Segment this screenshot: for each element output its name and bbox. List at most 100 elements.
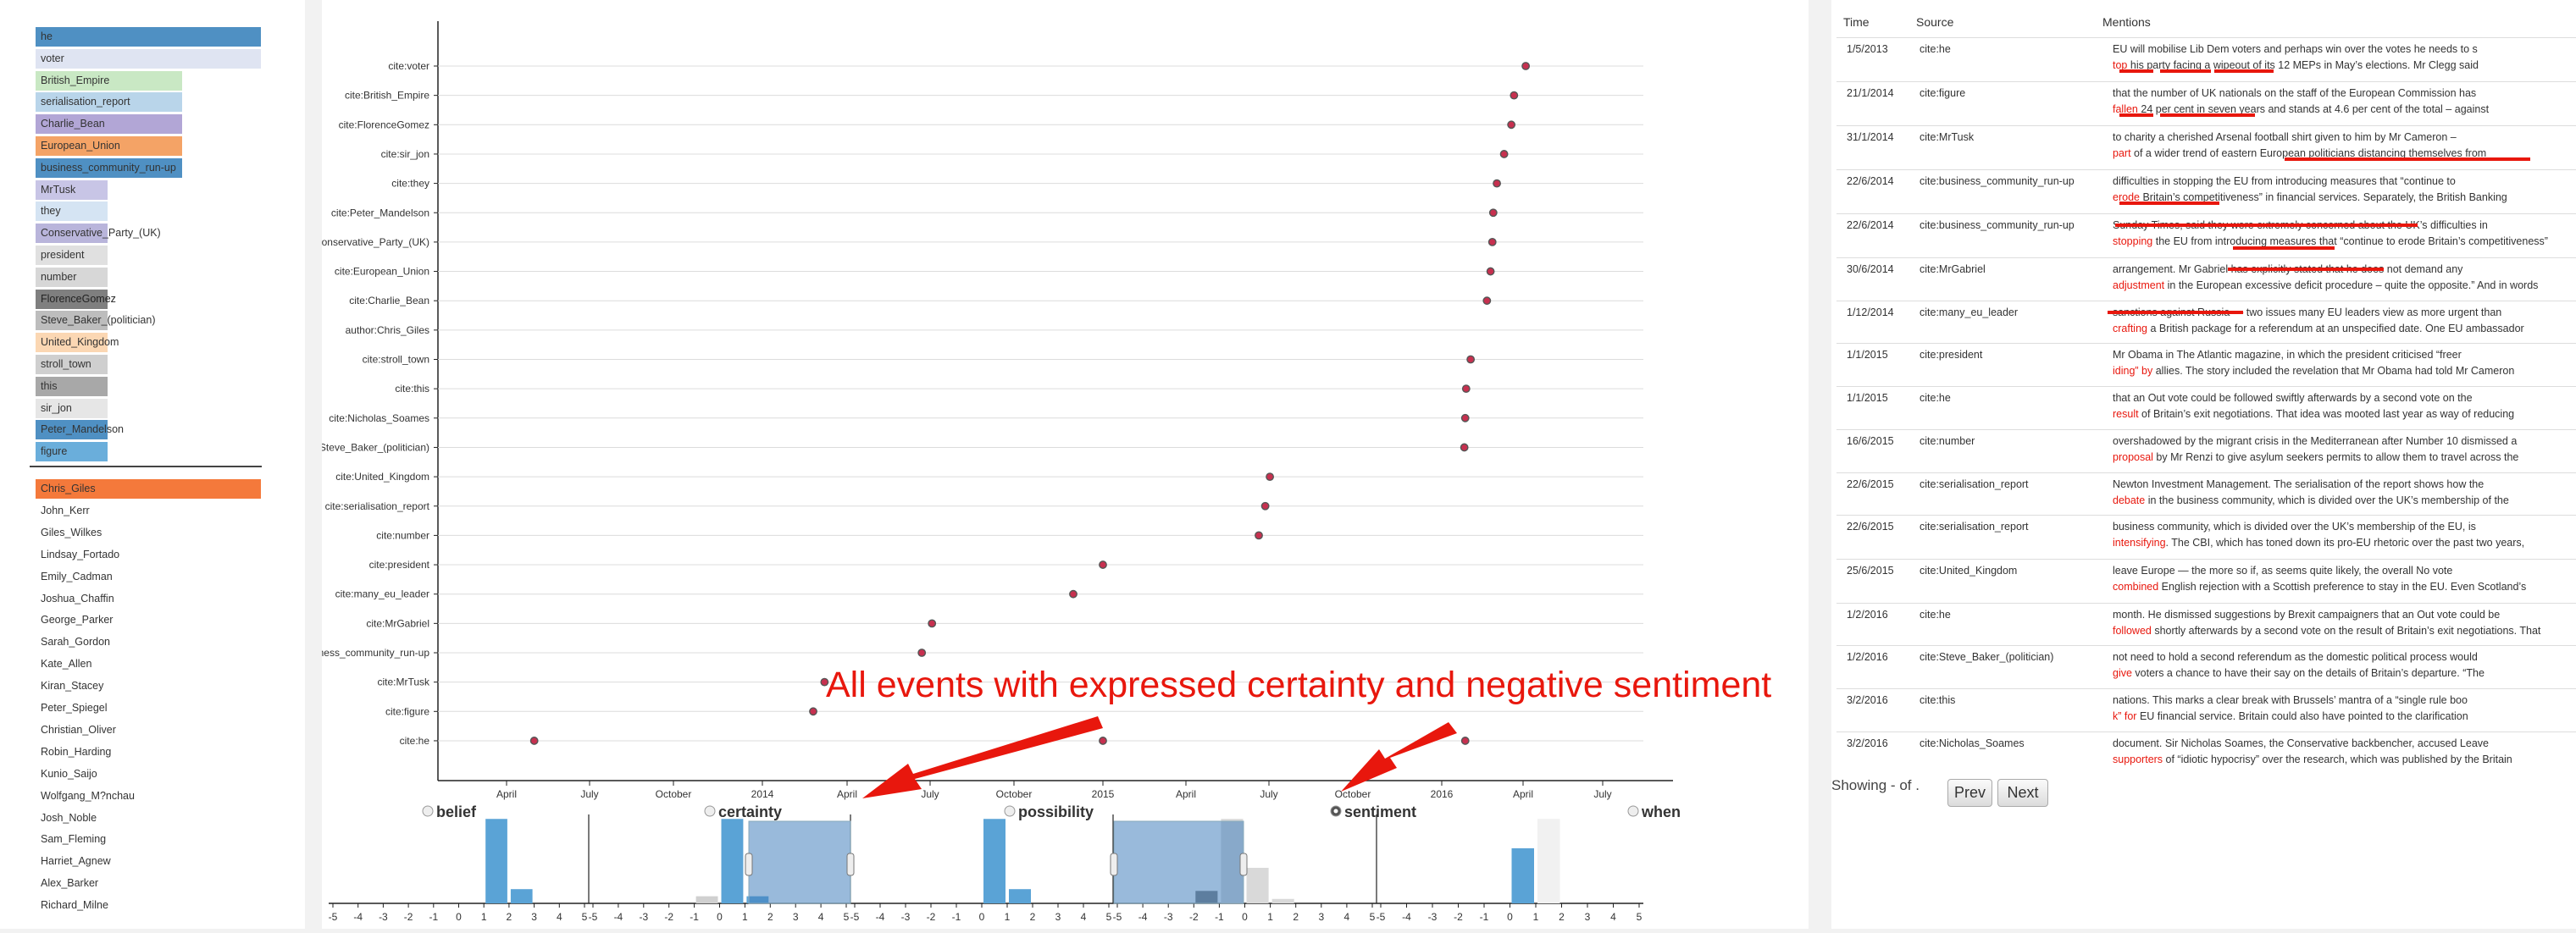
col-header-mentions[interactable]: Mentions xyxy=(2102,15,2151,29)
event-dot[interactable] xyxy=(1493,179,1501,188)
actor-item[interactable]: Steve_Baker_(politician) xyxy=(36,311,156,331)
author-item[interactable]: Christian_Oliver xyxy=(41,723,116,736)
author-item[interactable]: Kate_Allen xyxy=(41,658,92,671)
author-item[interactable]: Harriet_Agnew xyxy=(41,855,111,868)
actor-item[interactable]: they xyxy=(36,202,108,222)
actor-item[interactable]: stroll_town xyxy=(36,355,108,374)
table-row[interactable]: 1/2/2016 cite:Steve_Baker_(politician) not… xyxy=(1836,645,2576,688)
facet-radio-belief[interactable] xyxy=(422,805,434,817)
facet-radio-possibility[interactable] xyxy=(1004,805,1016,817)
col-header-time[interactable]: Time xyxy=(1843,15,1870,29)
event-dot[interactable] xyxy=(1507,120,1516,130)
actor-item[interactable]: this xyxy=(36,376,108,396)
event-dot[interactable] xyxy=(809,707,817,716)
author-item[interactable]: Giles_Wilkes xyxy=(41,526,102,538)
table-row[interactable]: 1/12/2014 cite:many_eu_leader sanctions ag… xyxy=(1836,301,2576,343)
event-dot[interactable] xyxy=(1461,384,1471,394)
event-dot[interactable] xyxy=(1255,531,1263,540)
actor-item[interactable]: sir_jon xyxy=(36,398,108,418)
actor-item[interactable]: he xyxy=(36,27,261,47)
table-row[interactable]: 3/2/2016 cite:this nations. This marks a c… xyxy=(1836,688,2576,731)
facet-radio-certainty[interactable] xyxy=(704,805,716,817)
event-dot[interactable] xyxy=(917,649,927,657)
event-dot[interactable] xyxy=(1482,296,1492,306)
author-item[interactable]: George_Parker xyxy=(41,614,114,627)
table-row[interactable]: 16/6/2015 cite:number overshadowed by the … xyxy=(1836,429,2576,472)
event-dot[interactable] xyxy=(1069,589,1077,599)
event-dot[interactable] xyxy=(1499,150,1509,158)
brush-selection[interactable] xyxy=(748,820,851,904)
event-dot[interactable] xyxy=(1099,560,1107,569)
event-dot[interactable] xyxy=(1486,267,1495,276)
event-dot[interactable] xyxy=(820,677,829,687)
table-row[interactable]: 1/5/2013 cite:he EU will mobilise Lib Dem … xyxy=(1836,37,2576,81)
author-item[interactable]: Chris_Giles xyxy=(36,479,261,499)
event-dot[interactable] xyxy=(1460,737,1470,745)
actor-item[interactable]: British_Empire xyxy=(36,70,182,91)
x-tick-label: October xyxy=(996,788,1033,800)
table-row[interactable]: 25/6/2015 cite:United_Kingdom leave Europe… xyxy=(1836,559,2576,603)
event-dot[interactable] xyxy=(1487,237,1497,246)
actor-item[interactable]: Peter_Mandelson xyxy=(36,420,124,440)
event-dot[interactable] xyxy=(1488,208,1498,218)
mention-text: Britain’s competitiveness” in financial … xyxy=(2139,191,2507,203)
event-dot[interactable] xyxy=(1460,413,1470,422)
event-dot[interactable] xyxy=(1260,501,1270,511)
author-item[interactable]: Lindsay_Fortado xyxy=(41,548,120,560)
actor-item[interactable]: voter xyxy=(36,48,261,69)
event-dot[interactable] xyxy=(529,737,539,745)
actor-item[interactable]: Charlie_Bean xyxy=(36,114,182,135)
actor-item[interactable]: serialisation_report xyxy=(36,92,182,113)
author-item[interactable]: Robin_Harding xyxy=(41,745,112,758)
actor-item[interactable]: European_Union xyxy=(36,136,182,156)
event-dot[interactable] xyxy=(1510,91,1519,100)
table-row[interactable]: 1/1/2015 cite:president Mr Obama in The At… xyxy=(1836,343,2576,386)
table-row[interactable]: 22/6/2014 cite:business_community_run-up d… xyxy=(1836,169,2576,213)
brush-selection[interactable] xyxy=(1113,820,1244,904)
event-dot[interactable] xyxy=(928,619,937,628)
author-item[interactable]: Sam_Fleming xyxy=(41,833,107,846)
author-item[interactable]: Josh_Noble xyxy=(41,811,97,824)
author-item[interactable]: Peter_Spiegel xyxy=(41,702,108,714)
actor-item[interactable]: figure xyxy=(36,442,108,462)
prev-button[interactable]: Prev xyxy=(1947,779,1992,807)
actor-item[interactable]: business_community_run-up xyxy=(36,157,182,178)
col-header-source[interactable]: Source xyxy=(1916,15,1954,29)
author-item[interactable]: Kunio_Saijo xyxy=(41,767,97,780)
brush-handle[interactable] xyxy=(1110,853,1118,876)
table-row[interactable]: 31/1/2014 cite:MrTusk to charity a cherish… xyxy=(1836,125,2576,169)
table-row[interactable]: 1/1/2015 cite:he that an Out vote could be… xyxy=(1836,386,2576,429)
brush-handle[interactable] xyxy=(1239,853,1248,876)
table-row[interactable]: 30/6/2014 cite:MrGabriel arrangement. Mr G… xyxy=(1836,257,2576,301)
table-row[interactable]: 22/6/2014 cite:business_community_run-up S… xyxy=(1836,213,2576,257)
event-dot[interactable] xyxy=(1266,472,1275,481)
actor-item[interactable]: Conservative_Party_(UK) xyxy=(36,224,161,244)
author-item[interactable]: Alex_Barker xyxy=(41,877,99,890)
actor-item[interactable]: MrTusk xyxy=(36,179,108,200)
actor-item[interactable]: FlorenceGomez xyxy=(36,289,116,309)
table-row[interactable]: 21/1/2014 cite:figure that the number of U… xyxy=(1836,81,2576,125)
author-item[interactable]: Sarah_Gordon xyxy=(41,636,111,649)
author-item[interactable]: John_Kerr xyxy=(41,504,90,516)
brush-handle[interactable] xyxy=(846,853,855,876)
next-button[interactable]: Next xyxy=(1997,779,2048,807)
actor-item[interactable]: United_Kingdom xyxy=(36,333,119,353)
author-item[interactable]: Emily_Cadman xyxy=(41,570,113,582)
histogram-tick-label: 0 xyxy=(717,911,723,923)
event-dot[interactable] xyxy=(1466,355,1476,364)
table-row[interactable]: 22/6/2015 cite:serialisation_report busine… xyxy=(1836,515,2576,559)
actor-item[interactable]: number xyxy=(36,267,108,287)
event-dot[interactable] xyxy=(1460,443,1469,452)
actor-item[interactable]: president xyxy=(36,246,108,265)
table-row[interactable]: 1/2/2016 cite:he month. He dismissed sugge… xyxy=(1836,603,2576,645)
event-dot[interactable] xyxy=(1099,737,1107,745)
facet-radio-when[interactable] xyxy=(1627,805,1639,817)
table-row[interactable]: 3/2/2016 cite:Nicholas_Soames document. Si… xyxy=(1836,731,2576,775)
event-dot[interactable] xyxy=(1521,62,1531,70)
author-item[interactable]: Richard_Milne xyxy=(41,899,108,912)
table-row[interactable]: 22/6/2015 cite:serialisation_report Newton… xyxy=(1836,472,2576,515)
author-item[interactable]: Joshua_Chaffin xyxy=(41,592,114,605)
author-item[interactable]: Wolfgang_M?nchau xyxy=(41,789,135,802)
author-item[interactable]: Kiran_Stacey xyxy=(41,680,104,693)
brush-handle[interactable] xyxy=(745,853,753,876)
